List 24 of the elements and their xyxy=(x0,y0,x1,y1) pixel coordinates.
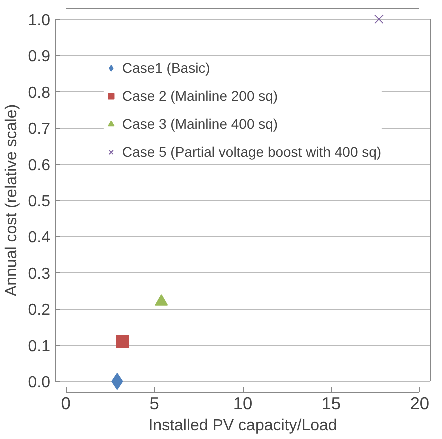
x-tick-label: 5 xyxy=(150,394,160,414)
x-tick-label: 20 xyxy=(410,394,430,414)
point xyxy=(116,335,130,348)
y-tick-label: 0.8 xyxy=(28,84,51,102)
y-tick-label: 1.0 xyxy=(28,12,51,30)
x-tick-label: 10 xyxy=(233,394,253,414)
y-axis-title: Annual cost (relative scale) xyxy=(3,104,20,297)
y-tick-label: 0.2 xyxy=(28,302,51,320)
y-tick-label: 0.4 xyxy=(28,230,51,247)
y-tick-label: 0.0 xyxy=(28,374,51,392)
x-axis-title: Installed PV capacity/Load xyxy=(148,418,338,434)
point xyxy=(374,14,384,24)
legend-label: Case 5 (Partial voltage boost with 400 sq) xyxy=(122,144,382,160)
x-tick-label: 0 xyxy=(61,394,71,414)
y-tick-label: 0.5 xyxy=(28,194,51,210)
y-tick-label: 0.9 xyxy=(28,48,51,66)
y-tick-label: 0.6 xyxy=(28,157,51,174)
legend-label: Case1 (Basic) xyxy=(122,60,210,76)
legend-label: Case 3 (Mainline 400 sq) xyxy=(122,116,278,132)
y-tick-label: 0.3 xyxy=(28,266,51,283)
legend-label: Case 2 (Mainline 200 sq) xyxy=(122,88,278,104)
x-tick-label: 15 xyxy=(322,394,342,414)
y-tick-label: 0.1 xyxy=(28,338,51,356)
y-tick-label: 0.7 xyxy=(28,121,51,138)
